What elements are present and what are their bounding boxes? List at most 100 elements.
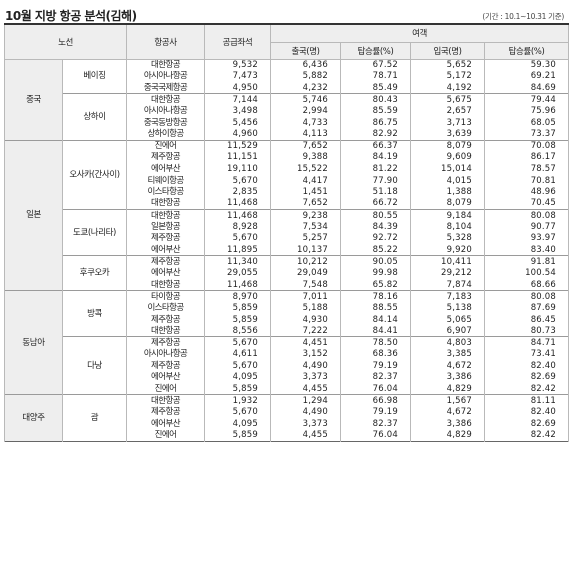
table-row: 대한항공 11,468 7,548 65.82 7,874 68.66	[5, 278, 570, 291]
route-cell: 괌	[62, 394, 127, 442]
departures-cell: 1,294	[270, 394, 341, 407]
departures-cell: 5,188	[270, 302, 341, 314]
region-cell: 대양주	[4, 394, 63, 442]
header-route: 노선	[4, 23, 127, 60]
arrival-rate-cell: 100.54	[483, 267, 570, 279]
table-row: 다낭 제주항공 5,670 4,451 78.50 4,803 84.71	[5, 336, 570, 395]
departure-rate-cell: 78.16	[340, 290, 411, 303]
arrival-rate-cell: 80.08	[483, 209, 570, 222]
airline-cell: 에어부산	[126, 417, 205, 430]
route-cell: 베이징	[62, 58, 127, 94]
arrival-rate-cell: 73.37	[483, 128, 570, 141]
arrival-rate-cell: 68.05	[483, 116, 570, 129]
arrivals-cell: 9,920	[410, 244, 485, 256]
arrivals-cell: 8,104	[410, 221, 485, 233]
airline-cell: 진에어	[126, 139, 205, 152]
departure-rate-cell: 85.49	[340, 82, 411, 94]
departures-cell: 7,652	[270, 139, 341, 152]
departure-rate-cell: 80.55	[340, 209, 411, 222]
departure-rate-cell: 51.18	[340, 186, 411, 198]
route-cell: 방콕	[62, 290, 127, 337]
departures-cell: 2,994	[270, 105, 341, 117]
seats-cell: 5,456	[204, 116, 271, 129]
region-cell: 동남아	[4, 290, 63, 395]
departures-cell: 9,388	[270, 151, 341, 164]
arrival-rate-cell: 87.69	[483, 302, 570, 314]
seats-cell: 3,498	[204, 105, 271, 117]
arrivals-cell: 10,411	[410, 255, 485, 268]
departure-rate-cell: 84.39	[340, 221, 411, 233]
departures-cell: 15,522	[270, 163, 341, 175]
arrivals-cell: 3,386	[410, 417, 485, 430]
arrivals-cell: 5,675	[410, 93, 485, 106]
airline-cell: 일본항공	[126, 221, 205, 233]
arrival-rate-cell: 82.69	[483, 371, 570, 384]
departure-rate-cell: 79.19	[340, 406, 411, 418]
arrival-rate-cell: 82.40	[483, 360, 570, 372]
airline-cell: 제주항공	[126, 151, 205, 164]
arrivals-cell: 4,829	[410, 383, 485, 395]
airline-cell: 아시아나항공	[126, 348, 205, 361]
table-row: 후쿠오카 제주항공 11,340 10,212 90.05 10,411 91.81	[5, 255, 570, 291]
arrivals-cell: 3,713	[410, 116, 485, 129]
arrivals-cell: 2,657	[410, 105, 485, 117]
seats-cell: 8,556	[204, 325, 271, 337]
table-row: 아시아나항공 4,611 3,152 68.36 3,385 73.41	[5, 348, 570, 361]
region-cell: 중국	[4, 58, 63, 141]
departures-cell: 4,451	[270, 336, 341, 349]
airline-cell: 대한항공	[126, 209, 205, 222]
route-cell: 상하이	[62, 93, 127, 141]
seats-cell: 4,095	[204, 417, 271, 430]
departures-cell: 4,455	[270, 383, 341, 395]
departures-cell: 9,238	[270, 209, 341, 222]
airline-analysis-table: 노선 항공사 공급좌석 여객 출국(명) 탑승률(%) 입국(명) 탑승률(%)…	[4, 23, 570, 442]
arrival-rate-cell: 84.71	[483, 336, 570, 349]
arrival-rate-cell: 82.42	[483, 429, 570, 442]
departures-cell: 3,373	[270, 371, 341, 384]
seats-cell: 11,468	[204, 278, 271, 291]
departures-cell: 7,011	[270, 290, 341, 303]
seats-cell: 4,095	[204, 371, 271, 384]
table-row: 진에어 5,859 4,455 76.04 4,829 82.42	[5, 429, 570, 442]
departure-rate-cell: 76.04	[340, 383, 411, 395]
table-row: 진에어 5,859 4,455 76.04 4,829 82.42	[5, 383, 570, 395]
departure-rate-cell: 90.05	[340, 255, 411, 268]
table-row: 아시아나항공 7,473 5,882 78.71 5,172 69.21	[5, 70, 570, 83]
header-departure-rate: 탑승률(%)	[340, 41, 411, 60]
table-row: 에어부산 4,095 3,373 82.37 3,386 82.69	[5, 417, 570, 430]
header-arrivals: 입국(명)	[410, 41, 485, 60]
arrival-rate-cell: 82.40	[483, 406, 570, 418]
arrivals-cell: 4,015	[410, 174, 485, 187]
arrival-rate-cell: 73.41	[483, 348, 570, 361]
seats-cell: 5,670	[204, 336, 271, 349]
airline-cell: 대한항공	[126, 394, 205, 407]
seats-cell: 8,970	[204, 290, 271, 303]
route-cell: 도쿄(나리타)	[62, 209, 127, 256]
departures-cell: 4,490	[270, 406, 341, 418]
departure-rate-cell: 78.50	[340, 336, 411, 349]
departures-cell: 7,534	[270, 221, 341, 233]
seats-cell: 4,960	[204, 128, 271, 141]
arrival-rate-cell: 81.11	[483, 394, 570, 407]
arrival-rate-cell: 82.42	[483, 383, 570, 395]
arrivals-cell: 5,652	[410, 58, 485, 71]
airline-cell: 에어부산	[126, 267, 205, 279]
table-row: 제주항공 5,859 4,930 84.14 5,065 86.45	[5, 313, 570, 326]
seats-cell: 4,950	[204, 82, 271, 94]
departures-cell: 4,417	[270, 174, 341, 187]
departures-cell: 4,733	[270, 116, 341, 129]
seats-cell: 11,895	[204, 244, 271, 256]
airline-cell: 대한항공	[126, 93, 205, 106]
arrivals-cell: 4,192	[410, 82, 485, 94]
departures-cell: 4,930	[270, 313, 341, 326]
airline-cell: 진에어	[126, 429, 205, 442]
route-cell: 다낭	[62, 336, 127, 395]
airline-cell: 제주항공	[126, 336, 205, 349]
airline-cell: 이스타항공	[126, 302, 205, 314]
airline-cell: 에어부산	[126, 163, 205, 175]
header-seats: 공급좌석	[204, 23, 271, 60]
table-row: 일본 오사카(간사이) 진에어 11,529 7,652 66.37 8,079 70.08	[4, 139, 570, 291]
arrival-rate-cell: 59.30	[483, 58, 570, 71]
arrival-rate-cell: 80.73	[483, 325, 570, 337]
arrivals-cell: 4,803	[410, 336, 485, 349]
